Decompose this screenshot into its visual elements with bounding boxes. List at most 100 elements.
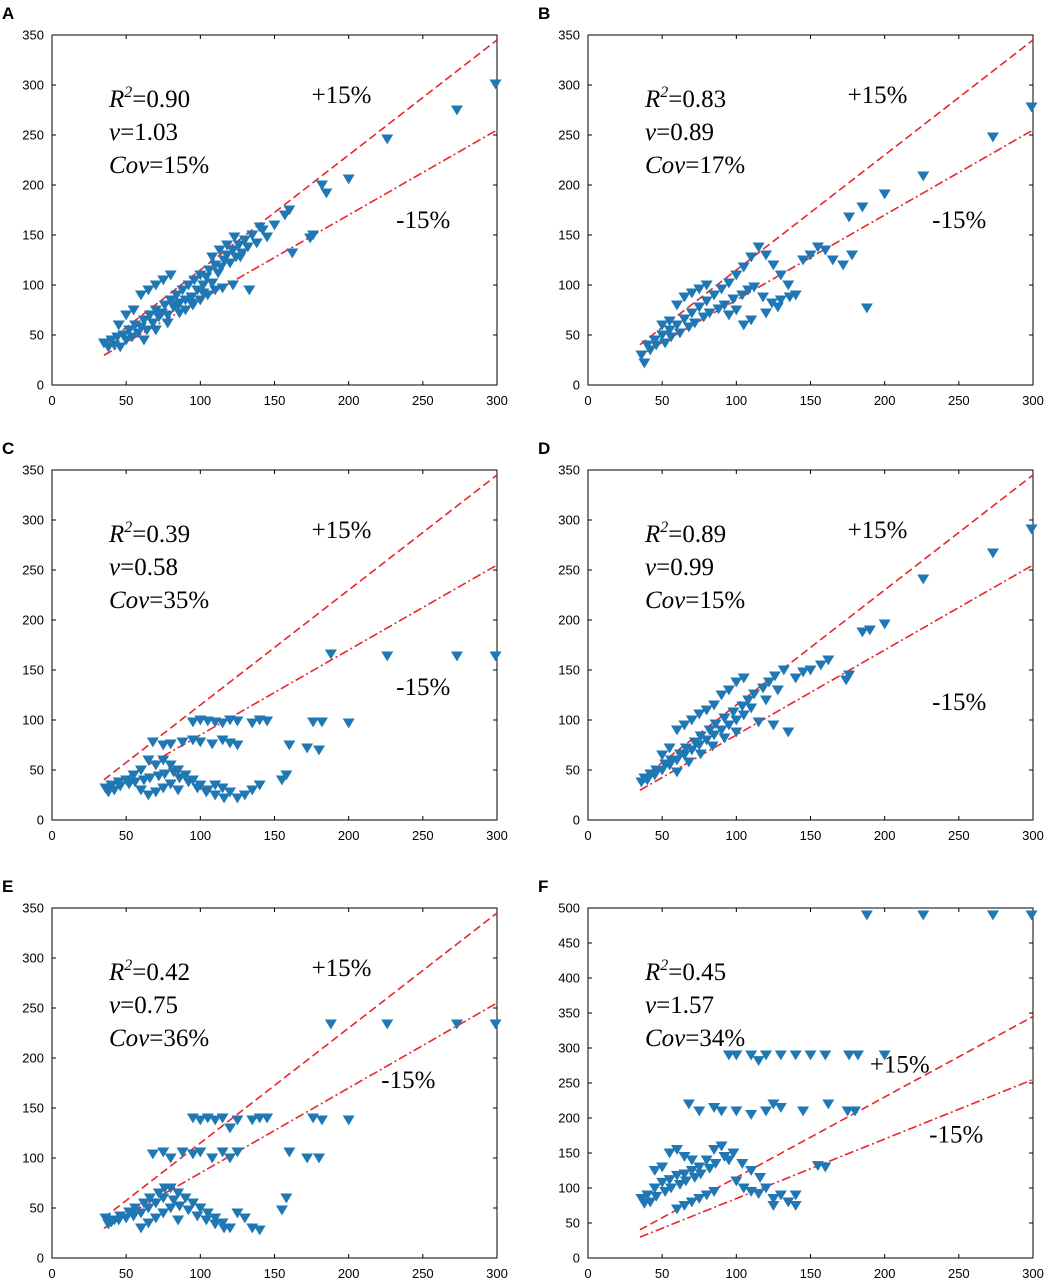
y-tick-label: 0 xyxy=(37,813,44,828)
data-point xyxy=(200,787,213,798)
data-point xyxy=(256,225,269,236)
data-point xyxy=(822,655,835,666)
y-tick-label: 350 xyxy=(558,463,580,478)
x-tick-label: 150 xyxy=(800,393,822,408)
data-point xyxy=(650,340,663,351)
data-point xyxy=(688,737,701,748)
data-point xyxy=(209,1115,222,1126)
data-point xyxy=(685,715,698,726)
y-tick-label: 150 xyxy=(22,663,44,678)
y-tick-label: 300 xyxy=(558,513,580,528)
data-point xyxy=(226,280,239,291)
data-point xyxy=(179,295,192,306)
data-point xyxy=(172,1215,185,1226)
data-point xyxy=(157,755,170,766)
data-point xyxy=(648,335,661,346)
plus-15-label: +15% xyxy=(848,517,908,544)
panel-f: F 0 50 100 150 200 250 300 0 50 100 150 200 250 300 350… xyxy=(538,877,1044,1279)
x-tick-label: 100 xyxy=(725,828,747,843)
data-point xyxy=(843,1050,856,1061)
data-point xyxy=(656,330,669,341)
data-point xyxy=(685,1155,698,1166)
data-point xyxy=(718,300,731,311)
data-point xyxy=(804,1050,817,1061)
data-point xyxy=(682,1099,695,1110)
data-point xyxy=(673,749,686,760)
data-point xyxy=(315,180,328,191)
data-point xyxy=(641,1190,654,1201)
data-point xyxy=(783,292,796,303)
data-point xyxy=(135,1208,147,1219)
data-point xyxy=(99,1213,112,1224)
data-point xyxy=(182,280,195,291)
data-point xyxy=(201,1208,214,1219)
data-point xyxy=(665,755,678,766)
data-point xyxy=(176,285,189,296)
data-point xyxy=(709,1159,722,1169)
data-point xyxy=(789,1190,802,1201)
data-point xyxy=(712,304,725,315)
data-point xyxy=(450,105,463,116)
data-points xyxy=(635,102,1038,369)
data-point xyxy=(671,1145,683,1155)
data-point xyxy=(307,717,320,728)
data-point xyxy=(737,320,750,331)
data-point xyxy=(224,715,236,726)
y-tick-label: 250 xyxy=(558,563,580,578)
data-point xyxy=(206,252,219,263)
data-point xyxy=(123,1207,136,1218)
data-point xyxy=(120,335,133,346)
data-point xyxy=(450,1019,463,1030)
data-point xyxy=(986,910,999,921)
data-point xyxy=(209,780,222,791)
panel-letter: C xyxy=(2,439,14,458)
data-point xyxy=(268,220,281,231)
data-point xyxy=(179,770,192,781)
v-annotation: v=0.75 xyxy=(109,992,178,1019)
x-tick-label: 50 xyxy=(119,393,133,408)
data-point xyxy=(678,314,691,325)
data-point xyxy=(700,735,713,746)
y-tick-label: 150 xyxy=(558,1146,580,1161)
data-point xyxy=(209,285,222,296)
data-point xyxy=(673,1180,686,1190)
x-tick-label: 250 xyxy=(948,393,970,408)
data-point xyxy=(172,300,185,311)
data-point xyxy=(760,1106,772,1117)
x-tick-label: 0 xyxy=(584,393,591,408)
data-point xyxy=(804,250,817,261)
data-point xyxy=(157,1208,170,1219)
data-point xyxy=(186,717,199,728)
data-point xyxy=(663,316,676,327)
data-point xyxy=(736,290,749,301)
x-tick-label: 300 xyxy=(486,828,508,843)
data-point xyxy=(730,715,743,726)
data-point xyxy=(221,240,234,251)
lower-bound-line xyxy=(639,1078,1033,1238)
data-point xyxy=(700,705,713,716)
upper-bound-line xyxy=(103,474,497,781)
data-point xyxy=(304,233,317,244)
data-point xyxy=(688,318,701,329)
data-point xyxy=(167,767,180,778)
data-point xyxy=(635,350,648,361)
y-tick-label: 400 xyxy=(558,971,580,986)
data-point xyxy=(176,1147,189,1158)
data-point xyxy=(191,285,204,296)
y-tick-label: 300 xyxy=(22,951,44,966)
panel-letter: E xyxy=(2,877,13,896)
x-tick-label: 300 xyxy=(486,393,508,408)
data-point xyxy=(693,709,706,720)
data-point xyxy=(231,716,244,727)
data-point xyxy=(283,205,296,216)
data-point xyxy=(722,310,735,321)
data-point xyxy=(644,345,657,356)
data-point xyxy=(693,1106,706,1117)
data-point xyxy=(860,910,873,921)
y-tick-label: 300 xyxy=(558,1041,580,1056)
data-point xyxy=(246,1223,259,1234)
lower-bound-line xyxy=(103,564,497,791)
r2-annotation: R2=0.89 xyxy=(644,519,726,548)
data-point xyxy=(730,270,743,281)
